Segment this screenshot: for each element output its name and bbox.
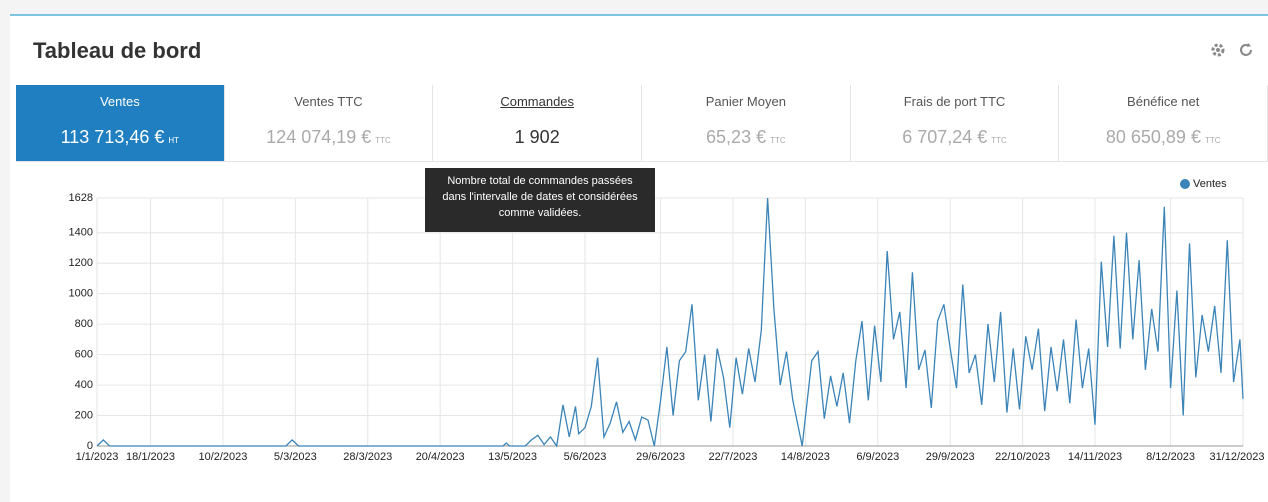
y-tick-label: 400 (75, 379, 93, 391)
x-tick-label: 8/12/2023 (1146, 451, 1195, 463)
x-tick-label: 28/3/2023 (343, 451, 392, 463)
tab-value-row: 80 650,89 € TTC (1059, 127, 1267, 148)
x-tick-label: 14/11/2023 (1068, 451, 1122, 463)
y-tick-label: 600 (75, 349, 93, 361)
tab-value-row: 124 074,19 € TTC (225, 127, 433, 148)
x-tick-label: 29/6/2023 (636, 451, 685, 463)
kpi-tab[interactable]: Panier Moyen 65,23 € TTC (642, 85, 851, 161)
x-tick-label: 5/6/2023 (564, 451, 607, 463)
tab-value: 6 707,24 € (902, 127, 988, 147)
tab-label: Ventes TTC (294, 94, 363, 109)
tab-value: 113 713,46 € (60, 127, 165, 147)
tab-value-row: 6 707,24 € TTC (851, 127, 1059, 148)
line-series (96, 197, 1244, 448)
x-tick-label: 5/3/2023 (274, 451, 317, 463)
tooltip: Nombre total de commandes passées dans l… (425, 168, 655, 232)
legend-label: Ventes (1193, 178, 1227, 190)
tab-unit: TTC (1204, 136, 1221, 145)
kpi-tabs: Ventes 113 713,46 € HT Ventes TTC 124 074,19… (16, 85, 1268, 162)
legend-marker (1180, 179, 1190, 189)
x-tick-label: 20/4/2023 (416, 451, 465, 463)
y-tick-label: 1200 (69, 257, 93, 269)
x-tick-label: 22/10/2023 (995, 451, 1050, 463)
tab-value-row: 1 902 (433, 127, 641, 148)
y-tick-label: 0 (87, 440, 93, 452)
x-tick-label: 14/8/2023 (781, 451, 830, 463)
tab-label: Frais de port TTC (903, 94, 1006, 109)
y-tick-label: 1000 (69, 288, 93, 300)
kpi-tab[interactable]: Ventes 113 713,46 € HT (16, 85, 225, 161)
tab-label: Commandes (500, 94, 575, 109)
tab-value-row: 65,23 € TTC (642, 127, 850, 148)
y-tick-label: 200 (75, 409, 93, 421)
kpi-tab[interactable]: Ventes TTC 124 074,19 € TTC (225, 85, 434, 161)
y-tick-label: 800 (75, 318, 93, 330)
x-tick-label: 6/9/2023 (856, 451, 899, 463)
x-tick-label: 18/1/2023 (126, 451, 175, 463)
x-tick-label: 31/12/2023 (1209, 451, 1264, 463)
x-tick-label: 29/9/2023 (926, 451, 975, 463)
y-tick-label: 1400 (69, 227, 93, 239)
tab-value: 80 650,89 € (1105, 127, 1201, 147)
settings-icon[interactable] (1210, 42, 1226, 58)
tab-label: Bénéfice net (1127, 94, 1200, 109)
x-tick-label: 13/5/2023 (488, 451, 537, 463)
tab-value: 65,23 € (706, 127, 767, 147)
tab-unit: TTC (991, 136, 1007, 145)
kpi-tab[interactable]: Frais de port TTC 6 707,24 € TTC (851, 85, 1060, 161)
tab-label: Panier Moyen (705, 94, 786, 109)
dashboard-title: Tableau de bord (33, 38, 202, 63)
kpi-tab[interactable]: Commandes 1 902 (433, 85, 643, 161)
tab-value-row: 113 713,46 € HT (16, 127, 224, 148)
tab-unit: HT (168, 136, 180, 145)
y-tick-label: 1628 (69, 192, 93, 204)
tab-unit: TTC (375, 136, 391, 145)
refresh-icon[interactable] (1238, 42, 1254, 58)
tab-value: 124 074,19 € (266, 127, 372, 147)
tab-unit: TTC (770, 136, 786, 145)
x-tick-label: 22/7/2023 (708, 451, 757, 463)
tab-label: Ventes (99, 94, 140, 109)
dashboard-panel: Tableau de bord Ventes 113 713,46 € HT Vent… (10, 14, 1268, 502)
x-tick-label: 10/2/2023 (198, 451, 247, 463)
tab-value: 1 902 (514, 127, 560, 147)
x-tick-label: 1/1/2023 (76, 451, 119, 463)
